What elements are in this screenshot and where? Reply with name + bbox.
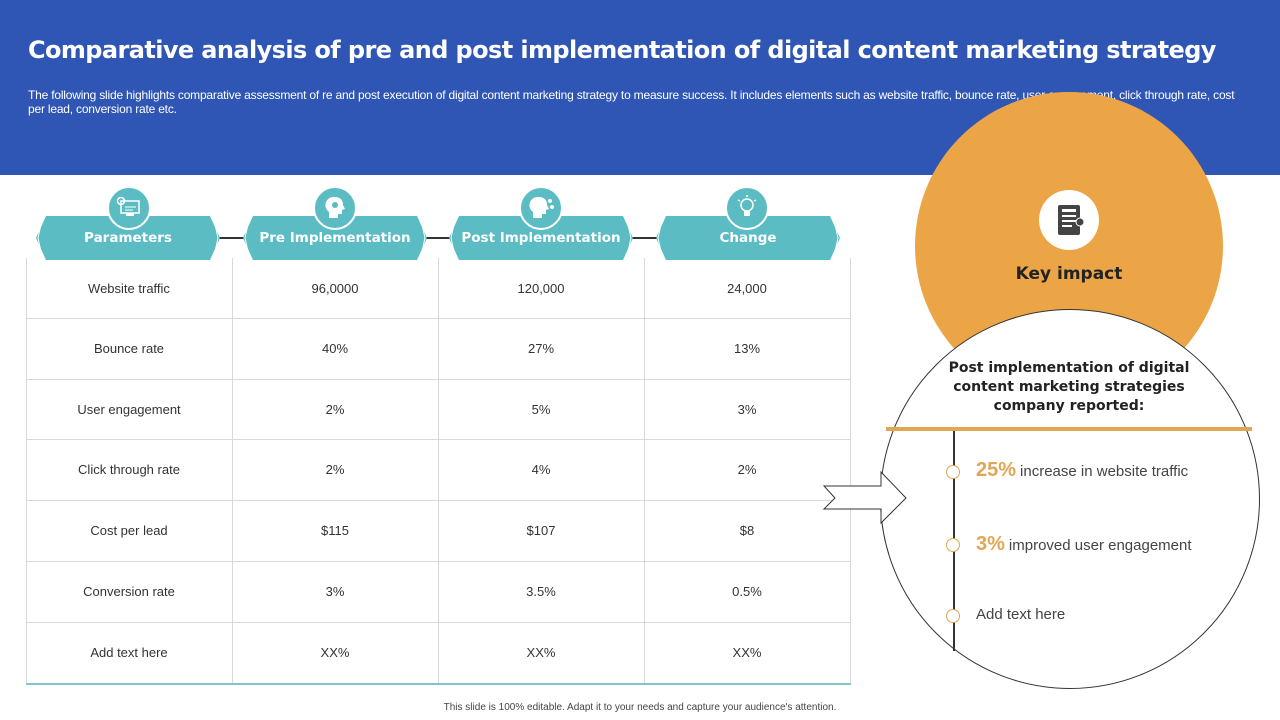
impact-percent: 25% <box>976 459 1017 481</box>
cell-post: 3.5% <box>526 584 556 599</box>
connector-line <box>632 237 658 239</box>
divider-line <box>886 427 1252 431</box>
head-profile-icon <box>519 186 563 230</box>
cell-change: 2% <box>737 462 757 477</box>
table-border <box>850 258 851 683</box>
column-header-parameters: Parameters <box>36 216 220 260</box>
cell-parameter: Click through rate <box>78 462 180 477</box>
cell-post: 4% <box>531 462 551 477</box>
impact-percent: 3% <box>976 533 1005 555</box>
impact-text: increase in website traffic <box>1020 463 1189 480</box>
cell-change: 24,000 <box>727 281 767 296</box>
cell-change: XX% <box>732 645 762 660</box>
lightbulb-icon <box>725 186 769 230</box>
header-banner: Comparative analysis of pre and post imp… <box>0 0 1280 175</box>
timeline-dot <box>946 538 960 552</box>
cell-pre: 3% <box>325 584 345 599</box>
impact-item: 25% increase in website traffic <box>976 459 1188 482</box>
row-divider <box>26 500 851 501</box>
cell-parameter: Conversion rate <box>83 584 175 599</box>
table-border <box>438 258 439 683</box>
table-border <box>232 258 233 683</box>
cell-parameter: User engagement <box>77 402 181 417</box>
cell-post: $107 <box>526 523 556 538</box>
column-header-label: Post Implementation <box>461 230 621 246</box>
monitor-settings-icon <box>107 186 151 230</box>
timeline-dot <box>946 465 960 479</box>
impact-details-circle <box>880 309 1260 689</box>
page-title: Comparative analysis of pre and post imp… <box>28 36 1216 64</box>
key-impact-title: Key impact <box>1015 264 1123 284</box>
cell-pre: 2% <box>325 402 345 417</box>
cell-post: 120,000 <box>517 281 565 296</box>
cell-change: 13% <box>733 341 761 356</box>
cell-parameter: Website traffic <box>88 281 170 296</box>
row-divider <box>26 379 851 380</box>
page-subtitle: The following slide highlights comparati… <box>28 88 1235 116</box>
cell-parameter: Add text here <box>90 645 168 660</box>
column-header-label: Parameters <box>84 230 172 246</box>
connector-line <box>219 237 245 239</box>
cell-post: XX% <box>526 645 556 660</box>
cell-parameter: Bounce rate <box>93 341 165 356</box>
cell-pre: 2% <box>325 462 345 477</box>
cell-change: $8 <box>739 523 755 538</box>
impact-text: improved user engagement <box>1008 537 1192 554</box>
cell-pre: $115 <box>321 523 349 538</box>
cell-pre: XX% <box>320 645 350 660</box>
footer-note: This slide is 100% editable. Adapt it to… <box>443 702 837 713</box>
head-gears-icon <box>313 186 357 230</box>
cell-change: 3% <box>737 402 757 417</box>
cell-pre: 40% <box>321 341 349 356</box>
cell-post: 27% <box>527 341 555 356</box>
column-header-pre-implementation: Pre Implementation <box>243 216 427 260</box>
table-border <box>26 258 27 683</box>
row-divider <box>26 439 851 440</box>
table-border <box>644 258 645 683</box>
cell-parameter: Cost per lead <box>90 523 168 538</box>
connector-line <box>426 237 452 239</box>
notebook-icon <box>1039 190 1099 250</box>
column-header-label: Pre Implementation <box>259 230 411 246</box>
impact-item: 3% improved user engagement <box>976 533 1192 556</box>
comparison-table <box>26 258 851 685</box>
cell-change: 0.5% <box>732 584 762 599</box>
row-divider <box>26 318 851 319</box>
row-divider <box>26 622 851 623</box>
column-header-label: Change <box>719 230 777 246</box>
column-header-change: Change <box>656 216 840 260</box>
cell-post: 5% <box>531 402 551 417</box>
column-header-post-implementation: Post Implementation <box>449 216 633 260</box>
impact-item: Add text here <box>976 606 1065 623</box>
impact-heading: Post implementation of digital content m… <box>948 360 1190 414</box>
right-arrow-icon <box>823 471 907 525</box>
cell-pre: 96,0000 <box>311 281 359 296</box>
timeline-dot <box>946 609 960 623</box>
row-divider <box>26 561 851 562</box>
impact-text: Add text here <box>976 606 1066 623</box>
